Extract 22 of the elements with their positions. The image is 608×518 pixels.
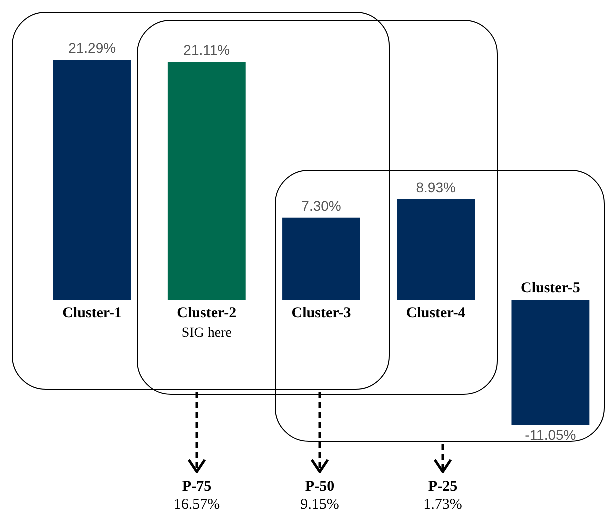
text: 9.15%	[300, 496, 340, 514]
text: P-25	[427, 478, 459, 496]
bar	[397, 200, 476, 300]
bar	[53, 60, 132, 300]
x-tick-label: Cluster-5	[520, 280, 580, 297]
x-tick-label: Cluster-1	[62, 306, 122, 322]
text: P-75	[181, 478, 213, 496]
data-label: 7.30%	[302, 198, 342, 214]
data-label: 21.11%	[184, 42, 230, 58]
data-label: 21.29%	[68, 40, 116, 56]
data-label: -11.05%	[525, 426, 576, 443]
text: 1.73%	[422, 496, 464, 514]
x-tick-label: Cluster-2	[177, 306, 237, 322]
data-label: 8.93%	[416, 179, 456, 196]
x-tick-label: Cluster-4	[406, 306, 466, 322]
text: P-50	[304, 478, 336, 496]
bar	[512, 300, 590, 425]
x-tick-label: Cluster-3	[292, 306, 352, 322]
annotation: SIG here	[182, 326, 232, 341]
bar	[168, 62, 246, 300]
text: 16.57%	[172, 496, 222, 514]
bar	[282, 218, 360, 300]
